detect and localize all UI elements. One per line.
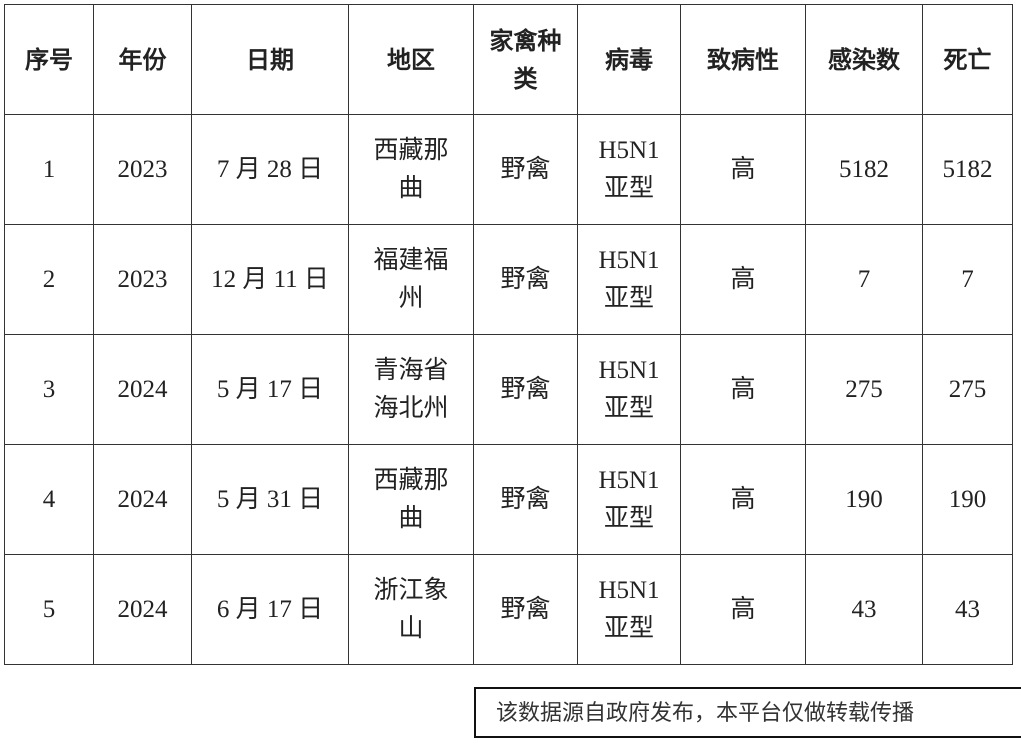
cell-infections: 43 <box>805 554 923 665</box>
cell-index: 4 <box>4 444 94 555</box>
cell-infections: 275 <box>805 334 923 445</box>
cell-pathogenicity: 高 <box>680 554 806 665</box>
cell-poultry-type: 野禽 <box>473 224 578 335</box>
cell-pathogenicity: 高 <box>680 114 806 225</box>
source-note: 该数据源自政府发布，本平台仅做转载传播 <box>474 687 1021 738</box>
cell-index: 5 <box>4 554 94 665</box>
cell-index: 2 <box>4 224 94 335</box>
cell-index: 1 <box>4 114 94 225</box>
cell-year: 2023 <box>93 224 192 335</box>
table-row: 4 2024 5 月 31 日西藏那曲 野禽 H5N1亚型高 190 190 <box>4 444 1013 555</box>
table-row: 5 2024 6 月 17 日浙江象山 野禽 H5N1亚型高 43 43 <box>4 554 1013 665</box>
cell-deaths: 275 <box>922 334 1013 445</box>
cell-year: 2024 <box>93 334 192 445</box>
header-infections: 感染数 <box>805 4 923 115</box>
bird-flu-table: 序号 年份 日期 地区 家禽种类 病毒 致病性 感染数 死亡 1 2023 7 月 28 日西藏那曲… <box>4 4 1013 665</box>
header-year: 年份 <box>93 4 192 115</box>
cell-region: 福建福州 <box>348 224 474 335</box>
cell-region: 青海省海北州 <box>348 334 474 445</box>
header-row: 序号 年份 日期 地区 家禽种类 病毒 致病性 感染数 死亡 <box>4 4 1013 115</box>
cell-deaths: 7 <box>922 224 1013 335</box>
cell-virus: H5N1亚型 <box>577 224 681 335</box>
cell-virus: H5N1亚型 <box>577 114 681 225</box>
cell-infections: 5182 <box>805 114 923 225</box>
cell-index: 3 <box>4 334 94 445</box>
cell-poultry-type: 野禽 <box>473 334 578 445</box>
cell-year: 2024 <box>93 444 192 555</box>
cell-pathogenicity: 高 <box>680 444 806 555</box>
cell-virus: H5N1亚型 <box>577 334 681 445</box>
cell-virus: H5N1亚型 <box>577 444 681 555</box>
cell-region: 西藏那曲 <box>348 114 474 225</box>
cell-deaths: 5182 <box>922 114 1013 225</box>
cell-virus: H5N1亚型 <box>577 554 681 665</box>
cell-deaths: 43 <box>922 554 1013 665</box>
header-poultry-type: 家禽种类 <box>473 4 578 115</box>
cell-infections: 190 <box>805 444 923 555</box>
cell-date: 5 月 31 日 <box>191 444 349 555</box>
cell-year: 2024 <box>93 554 192 665</box>
table-row: 2 2023 12 月 11 日福建福州 野禽 H5N1亚型高 7 7 <box>4 224 1013 335</box>
header-region: 地区 <box>348 4 474 115</box>
cell-deaths: 190 <box>922 444 1013 555</box>
cell-year: 2023 <box>93 114 192 225</box>
cell-pathogenicity: 高 <box>680 334 806 445</box>
cell-date: 5 月 17 日 <box>191 334 349 445</box>
table-row: 3 2024 5 月 17 日青海省海北州 野禽 H5N1亚型高 275 275 <box>4 334 1013 445</box>
header-deaths: 死亡 <box>922 4 1013 115</box>
cell-region: 浙江象山 <box>348 554 474 665</box>
cell-poultry-type: 野禽 <box>473 444 578 555</box>
cell-region: 西藏那曲 <box>348 444 474 555</box>
cell-poultry-type: 野禽 <box>473 114 578 225</box>
header-date: 日期 <box>191 4 349 115</box>
cell-date: 7 月 28 日 <box>191 114 349 225</box>
cell-date: 12 月 11 日 <box>191 224 349 335</box>
header-index: 序号 <box>4 4 94 115</box>
header-pathogenicity: 致病性 <box>680 4 806 115</box>
cell-pathogenicity: 高 <box>680 224 806 335</box>
cell-infections: 7 <box>805 224 923 335</box>
cell-poultry-type: 野禽 <box>473 554 578 665</box>
table-row: 1 2023 7 月 28 日西藏那曲 野禽 H5N1亚型高 5182 5182 <box>4 114 1013 225</box>
cell-date: 6 月 17 日 <box>191 554 349 665</box>
header-virus: 病毒 <box>577 4 681 115</box>
